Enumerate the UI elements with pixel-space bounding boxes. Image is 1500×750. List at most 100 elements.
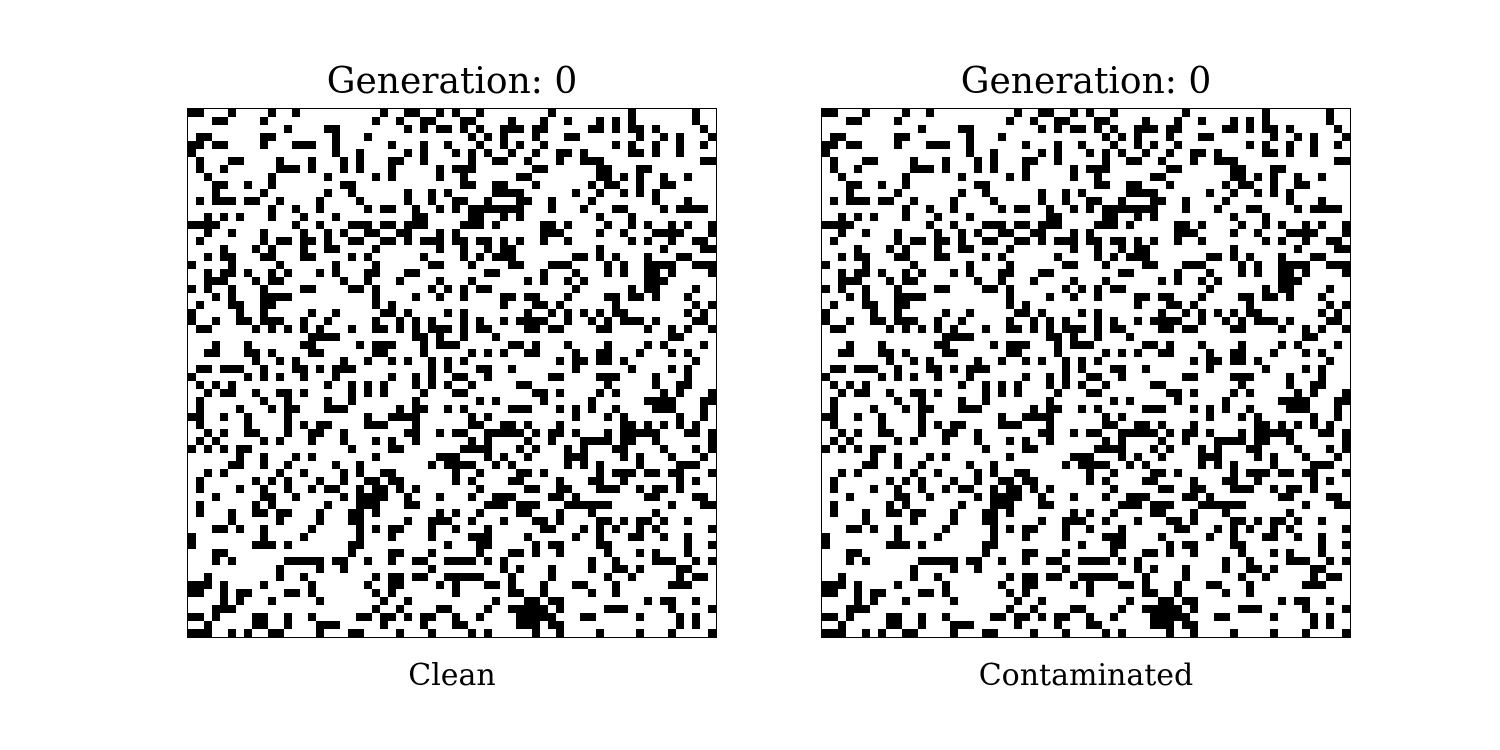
live-cell <box>1078 357 1087 366</box>
live-cell <box>596 477 605 486</box>
live-cell <box>1198 221 1207 230</box>
live-cell <box>220 181 229 190</box>
live-cell <box>244 341 253 350</box>
live-cell <box>636 429 645 438</box>
live-cell <box>356 493 365 502</box>
live-cell <box>484 541 493 550</box>
live-cell <box>380 613 389 622</box>
live-cell <box>902 213 911 222</box>
live-cell <box>990 525 999 534</box>
live-cell <box>1238 357 1247 366</box>
live-cell <box>1238 269 1247 278</box>
live-cell <box>572 453 581 462</box>
live-cell <box>1086 509 1095 518</box>
live-cell <box>1086 429 1095 438</box>
live-cell <box>460 181 469 190</box>
live-cell <box>668 453 677 462</box>
live-cell <box>620 269 629 278</box>
live-cell <box>340 181 349 190</box>
live-cell <box>1294 277 1303 286</box>
live-cell <box>212 317 221 326</box>
live-cell <box>1254 189 1263 198</box>
live-cell <box>404 597 413 606</box>
live-cell <box>276 469 285 478</box>
live-cell <box>1190 373 1199 382</box>
live-cell <box>308 141 317 150</box>
live-cell <box>332 485 341 494</box>
live-cell <box>1046 437 1055 446</box>
live-cell <box>652 261 661 270</box>
live-cell <box>428 325 437 334</box>
live-cell <box>1142 549 1151 558</box>
live-cell <box>1262 141 1271 150</box>
live-cell <box>1094 285 1103 294</box>
live-cell <box>910 469 919 478</box>
live-cell <box>1110 469 1119 478</box>
live-cell <box>268 269 277 278</box>
live-cell <box>204 229 213 238</box>
live-cell <box>508 605 517 614</box>
live-cell <box>1094 253 1103 262</box>
live-cell <box>1326 301 1335 310</box>
live-cell <box>660 485 669 494</box>
live-cell <box>708 389 716 398</box>
live-cell <box>942 253 951 262</box>
live-cell <box>572 429 581 438</box>
live-cell <box>1246 557 1255 566</box>
live-cell <box>596 325 605 334</box>
live-cell <box>308 333 317 342</box>
live-cell <box>1166 629 1175 637</box>
live-cell <box>998 277 1007 286</box>
live-cell <box>1022 173 1031 182</box>
live-cell <box>1054 237 1063 246</box>
live-cell <box>484 413 493 422</box>
live-cell <box>1014 613 1023 622</box>
live-cell <box>1030 405 1039 414</box>
live-cell <box>324 245 333 254</box>
live-cell <box>428 549 437 558</box>
live-cell <box>1342 229 1350 238</box>
live-cell <box>966 333 975 342</box>
live-cell <box>196 157 205 166</box>
live-cell <box>412 485 421 494</box>
live-cell <box>588 181 597 190</box>
panel-clean: Generation: 0 Clean <box>187 0 717 750</box>
live-cell <box>396 445 405 454</box>
live-cell <box>846 557 855 566</box>
live-cell <box>870 301 879 310</box>
live-cell <box>1038 125 1047 134</box>
live-cell <box>1302 229 1311 238</box>
live-cell <box>1126 429 1135 438</box>
live-cell <box>1318 541 1327 550</box>
live-cell <box>636 517 645 526</box>
live-cell <box>460 461 469 470</box>
live-cell <box>476 237 485 246</box>
live-cell <box>1158 309 1167 318</box>
live-cell <box>902 181 911 190</box>
live-cell <box>998 221 1007 230</box>
live-cell <box>484 205 493 214</box>
live-cell <box>1118 237 1127 246</box>
live-cell <box>692 477 701 486</box>
live-cell <box>1150 205 1159 214</box>
live-cell <box>268 301 277 310</box>
live-cell <box>1302 469 1311 478</box>
live-cell <box>1342 325 1350 334</box>
live-cell <box>228 557 237 566</box>
live-cell <box>588 565 597 574</box>
live-cell <box>982 325 991 334</box>
live-cell <box>196 133 205 142</box>
live-cell <box>846 117 855 126</box>
live-cell <box>1230 525 1239 534</box>
live-cell <box>252 197 261 206</box>
live-cell <box>708 325 716 334</box>
live-cell <box>1126 581 1135 590</box>
live-cell <box>652 485 661 494</box>
live-cell <box>308 253 317 262</box>
live-cell <box>1094 197 1103 206</box>
live-cell <box>1110 365 1119 374</box>
live-cell <box>292 493 301 502</box>
live-cell <box>564 237 573 246</box>
live-cell <box>1246 485 1255 494</box>
live-cell <box>1174 517 1183 526</box>
